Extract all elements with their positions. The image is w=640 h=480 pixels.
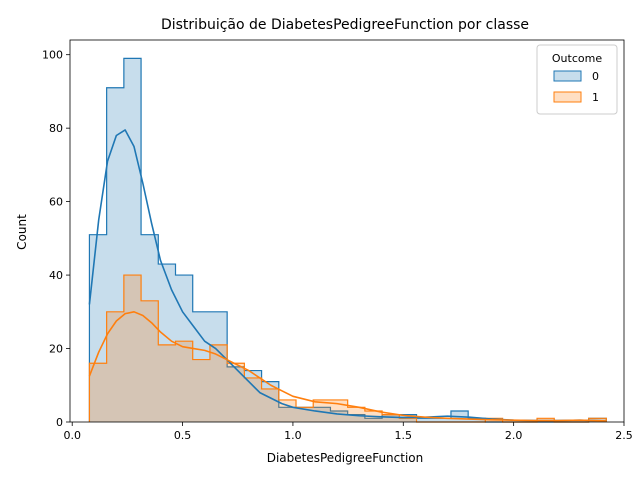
y-tick-label: 100 [42,49,63,62]
y-tick-label: 40 [49,269,63,282]
legend-swatch-outcome-1 [553,91,582,103]
legend-label-outcome-0: 0 [592,70,599,83]
chart-title: Distribuição de DiabetesPedigreeFunction… [161,17,529,33]
y-tick-label: 20 [49,343,63,356]
y-tick-label: 80 [49,122,63,135]
x-tick-label: 1.0 [284,429,302,442]
x-tick-label: 1.5 [395,429,413,442]
legend: Outcome 0 1 [536,44,618,115]
x-axis-label: DiabetesPedigreeFunction [267,451,424,465]
y-axis-label: Count [15,214,29,250]
plot-area: 0.0 0.5 1.0 1.5 2.0 2.5 0 20 40 60 80 100 [42,39,633,442]
legend-label-outcome-1: 1 [592,91,599,104]
legend-title: Outcome [552,52,602,65]
kde-curve-outcome-0 [88,129,607,422]
y-tick-label: 60 [49,196,63,209]
legend-box [536,44,618,115]
histogram-fill-outcome-0 [89,58,607,422]
axes-frame [69,39,625,423]
x-tick-label: 2.0 [505,429,523,442]
histogram-fill-outcome-1 [89,275,607,422]
kde-curve-outcome-1 [88,311,607,422]
x-tick-label: 0.0 [63,429,81,442]
legend-swatch-outcome-0 [553,70,582,82]
x-tick-label: 0.5 [174,429,192,442]
x-tick-label: 2.5 [615,429,633,442]
y-tick-label: 0 [56,416,63,429]
